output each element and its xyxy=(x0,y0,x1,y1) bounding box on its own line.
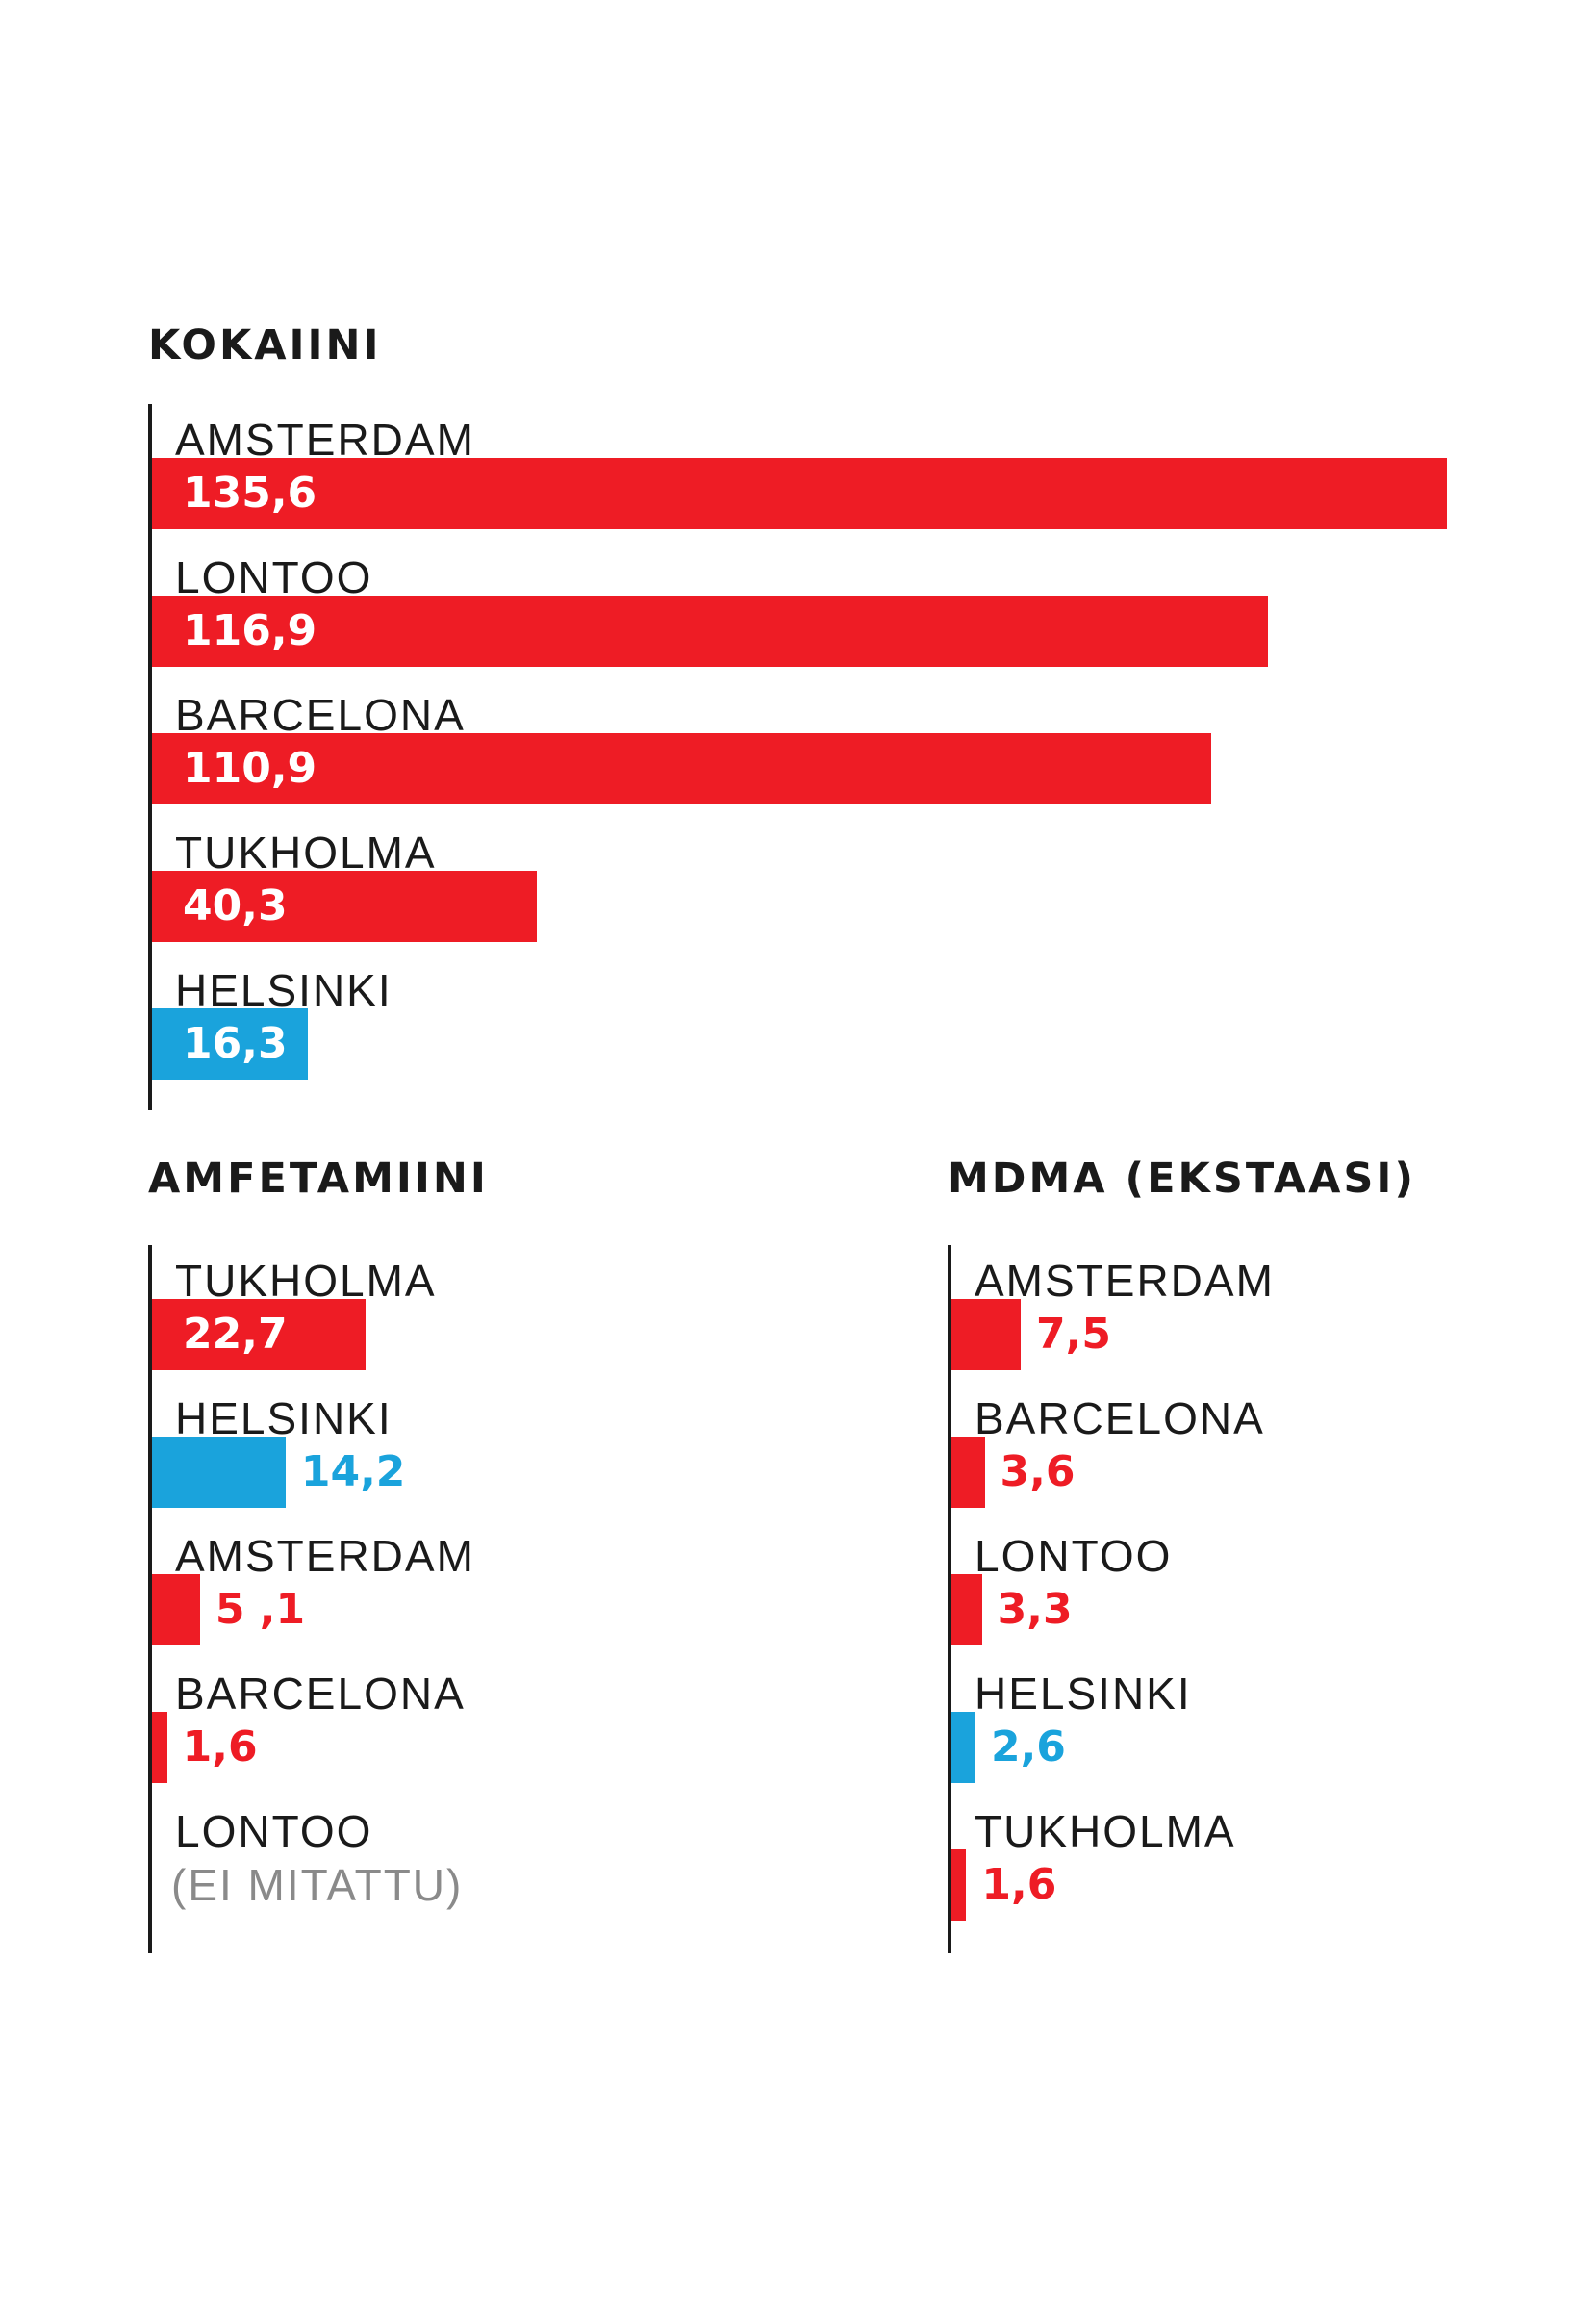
value-label: 16,3 xyxy=(183,1019,288,1068)
bar xyxy=(152,596,1269,667)
bar xyxy=(951,1437,985,1508)
chart-title: MDMA (EKSTAASI) xyxy=(948,1155,1417,1203)
bar xyxy=(152,871,538,942)
category-label: TUKHOLMA xyxy=(975,1806,1236,1856)
category-label: BARCELONA xyxy=(175,690,466,740)
value-label: 135,6 xyxy=(183,469,317,518)
category-label: AMSTERDAM xyxy=(175,415,475,465)
category-label: AMSTERDAM xyxy=(975,1256,1275,1306)
chart-title: AMFETAMIINI xyxy=(148,1155,489,1203)
category-label: LONTOO xyxy=(975,1531,1173,1581)
chart-mdma: MDMA (EKSTAASI) AMSTERDAM 7,5 BARCELONA 3,6… xyxy=(948,1155,1486,1963)
category-label: TUKHOLMA xyxy=(175,1256,437,1306)
bar xyxy=(152,1008,308,1080)
category-label: LONTOO xyxy=(175,1806,373,1856)
value-label: 110,9 xyxy=(183,744,317,793)
not-measured-note: (EI MITATTU) xyxy=(171,1860,464,1910)
value-label: 1,6 xyxy=(182,1722,258,1771)
axis-line xyxy=(948,1245,951,1953)
category-label: HELSINKI xyxy=(175,1393,393,1443)
bar xyxy=(152,1437,286,1508)
bar xyxy=(951,1574,982,1645)
chart-amfetamiini: AMFETAMIINI TUKHOLMA 22,7 HELSINKI 14,2 AMST… xyxy=(148,1155,822,1963)
value-label: 5 ,1 xyxy=(215,1585,306,1634)
value-label: 3,6 xyxy=(1000,1447,1076,1496)
bar xyxy=(152,458,1447,529)
category-label: HELSINKI xyxy=(175,965,393,1015)
category-label: AMSTERDAM xyxy=(175,1531,475,1581)
category-label: BARCELONA xyxy=(175,1669,466,1719)
category-label: LONTOO xyxy=(175,552,373,602)
value-label: 14,2 xyxy=(300,1447,406,1496)
axis-line xyxy=(148,1245,152,1953)
value-label: 7,5 xyxy=(1036,1310,1111,1359)
bar xyxy=(951,1299,1021,1370)
category-label: TUKHOLMA xyxy=(175,828,437,878)
value-label: 2,6 xyxy=(990,1722,1066,1771)
category-label: BARCELONA xyxy=(975,1393,1265,1443)
bar xyxy=(152,1574,200,1645)
chart-title: KOKAIINI xyxy=(148,321,382,370)
value-label: 22,7 xyxy=(183,1310,288,1359)
axis-line xyxy=(148,404,152,1110)
bar xyxy=(152,1712,167,1783)
value-label: 116,9 xyxy=(183,606,317,655)
value-label: 1,6 xyxy=(981,1860,1057,1909)
bar xyxy=(951,1712,975,1783)
value-label: 40,3 xyxy=(183,881,288,930)
chart-kokaiini: KOKAIINI AMSTERDAM 135,6 LONTOO 116,9 BARCEL… xyxy=(148,321,1466,1110)
bar xyxy=(951,1849,967,1921)
category-label: HELSINKI xyxy=(975,1669,1192,1719)
bar xyxy=(152,1299,366,1370)
value-label: 3,3 xyxy=(997,1585,1073,1634)
bar xyxy=(152,733,1211,804)
